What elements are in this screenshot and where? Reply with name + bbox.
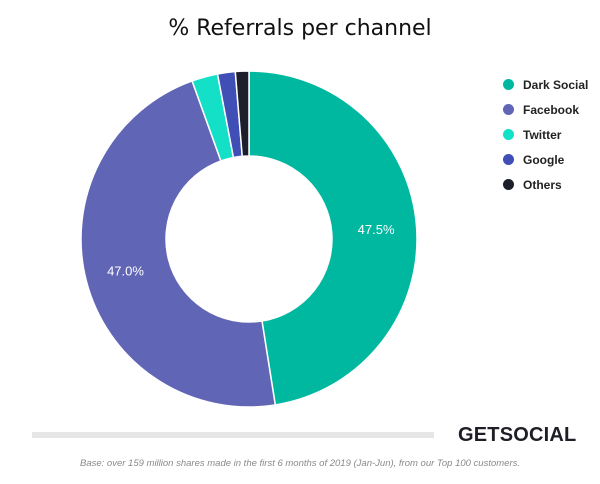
legend-swatch [503,104,514,115]
slice-dark-social [248,70,418,406]
legend-label: Dark Social [523,77,589,92]
legend-label: Twitter [523,127,562,142]
legend-item-google: Google [503,147,588,172]
brand-logo: GETSOCIAL [458,424,577,446]
legend-item-facebook: Facebook [503,97,588,122]
legend-swatch [503,179,514,190]
chart-title: % Referrals per channel [168,16,432,41]
legend-item-twitter: Twitter [503,122,588,147]
footer-divider [32,432,434,438]
legend-label: Facebook [523,102,580,117]
legend-swatch [503,154,514,165]
slice-facebook [80,79,277,408]
legend-label: Google [523,152,565,167]
legend-swatch [503,129,514,140]
footnote: Base: over 159 million shares made in th… [79,458,521,469]
data-label-dark-social: 47.5% [358,222,395,237]
slice-others [234,70,250,158]
legend-label: Others [523,177,562,192]
legend-item-others: Others [503,172,588,197]
legend-item-dark-social: Dark Social [503,72,588,97]
legend-swatch [503,79,514,90]
data-label-facebook: 47.0% [107,264,144,279]
legend: Dark Social Facebook Twitter Google Others [503,72,588,197]
